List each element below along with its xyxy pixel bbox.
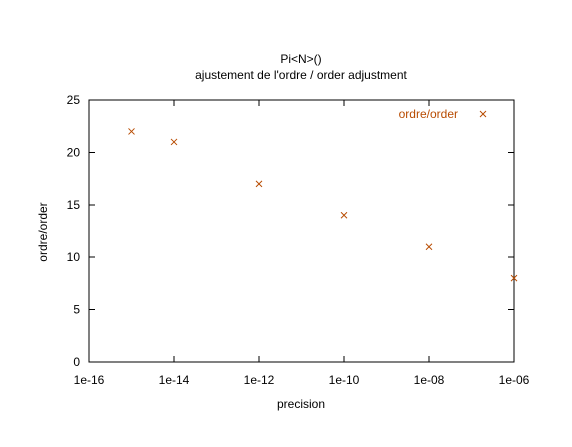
marker-stroke bbox=[340, 211, 348, 219]
y-tick-label: 25 bbox=[67, 93, 81, 107]
data-point bbox=[255, 180, 263, 188]
legend-cross bbox=[479, 110, 487, 118]
data-point bbox=[340, 211, 348, 219]
x-tick-label: 1e-12 bbox=[244, 373, 275, 387]
marker-stroke bbox=[479, 110, 487, 118]
chart-subtitle: ajustement de l'ordre / order adjustment bbox=[195, 68, 407, 82]
data-point bbox=[128, 128, 135, 135]
x-tick-label: 1e-10 bbox=[329, 373, 360, 387]
x-tick-label: 1e-14 bbox=[159, 373, 190, 387]
plot-frame bbox=[88, 99, 515, 363]
marker-stroke bbox=[170, 138, 178, 146]
legend-label: ordre/order bbox=[399, 107, 458, 121]
tick-labels: 1e-16 1e-14 1e-12 1e-10 1e-08 1e-06 0 5 10 15 20 25 bbox=[67, 93, 530, 387]
marker-stroke bbox=[510, 274, 518, 282]
x-tick-label: 1e-06 bbox=[499, 373, 530, 387]
marker-stroke bbox=[255, 180, 263, 188]
data-point bbox=[425, 243, 433, 251]
y-tick-label: 20 bbox=[67, 145, 81, 159]
tick-marks bbox=[88, 99, 515, 363]
marker-stroke bbox=[128, 128, 135, 135]
y-tick-label: 0 bbox=[73, 355, 80, 369]
legend: ordre/order bbox=[399, 107, 487, 121]
y-axis-label: ordre/order bbox=[36, 202, 50, 261]
axes bbox=[88, 99, 515, 363]
y-tick-label: 15 bbox=[67, 198, 81, 212]
data-point bbox=[510, 274, 518, 282]
data-points bbox=[128, 128, 518, 282]
marker-stroke bbox=[425, 243, 433, 251]
x-axis-label: precision bbox=[277, 397, 325, 411]
data-point bbox=[170, 138, 178, 146]
y-tick-label: 10 bbox=[67, 250, 81, 264]
chart-title: Pi<N>() bbox=[280, 52, 321, 66]
x-tick-label: 1e-16 bbox=[74, 373, 105, 387]
y-tick-label: 5 bbox=[73, 303, 80, 317]
legend-marker bbox=[479, 110, 487, 118]
x-tick-label: 1e-08 bbox=[414, 373, 445, 387]
